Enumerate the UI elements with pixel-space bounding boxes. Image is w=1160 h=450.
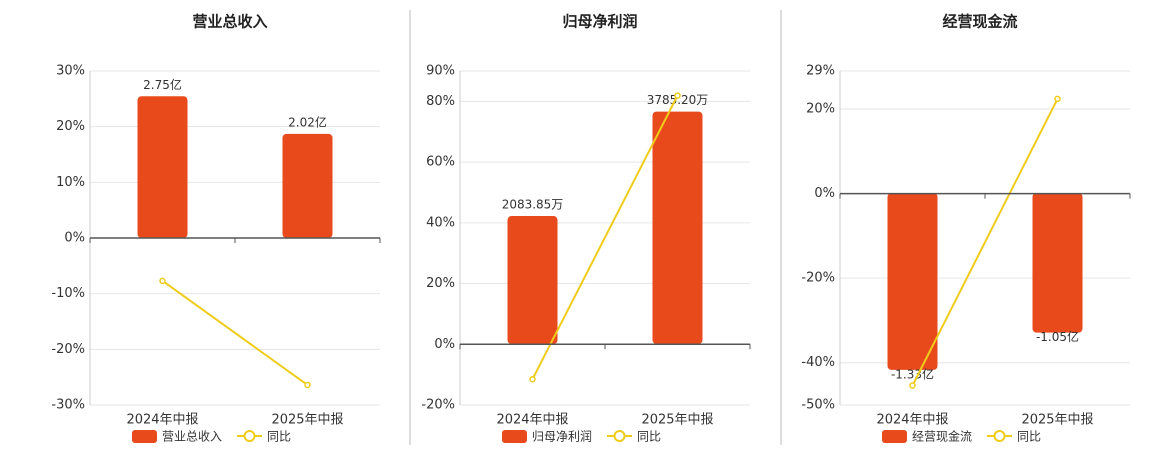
value-label: -1.33亿 (891, 366, 934, 381)
y-tick-label: 20% (806, 102, 835, 117)
y-tick-label: 30% (56, 64, 85, 79)
line-point (674, 92, 681, 99)
value-label: 3785.20万 (647, 93, 709, 107)
chart-title: 经营现金流 (942, 13, 1017, 31)
y-tick-label: 60% (426, 155, 455, 170)
bar (887, 192, 938, 370)
legend-swatch (882, 430, 907, 443)
chart-title: 归母净利润 (562, 13, 637, 31)
x-tick-label: 2025年中报 (641, 413, 713, 428)
x-tick-label: 2024年中报 (126, 413, 198, 428)
value-label: 2083.85万 (502, 198, 564, 212)
bar (1032, 192, 1083, 333)
line-point (529, 375, 536, 383)
bar (652, 111, 703, 345)
y-tick-label: -30% (51, 398, 85, 413)
line (161, 280, 309, 386)
bar (282, 133, 333, 238)
legend-swatch (132, 430, 157, 443)
x-tick-label: 2025年中报 (1021, 413, 1093, 428)
y-tick-label: -50% (801, 398, 835, 413)
y-tick-label: 80% (426, 94, 455, 109)
legend-label: 同比 (267, 430, 291, 444)
y-tick-label: -10% (51, 286, 85, 301)
legend-swatch (993, 430, 1006, 442)
y-tick-label: 90% (426, 64, 455, 79)
y-tick-label: -20% (421, 398, 455, 413)
legend-label: 归母净利润 (532, 430, 592, 444)
legend-swatch (613, 430, 626, 442)
y-tick-label: 40% (426, 215, 455, 230)
y-tick-label: -40% (801, 355, 835, 370)
chart-title: 营业总收入 (192, 13, 267, 31)
line-point (909, 382, 916, 389)
x-tick-label: 2024年中报 (496, 413, 568, 428)
bar (507, 216, 558, 345)
line (911, 98, 1059, 387)
value-label: 2.02亿 (288, 114, 327, 129)
x-tick-label: 2024年中报 (876, 413, 948, 428)
y-tick-label: 20% (426, 276, 455, 291)
y-tick-label: 20% (56, 119, 85, 134)
line-point (159, 277, 166, 285)
legend-label: 营业总收入 (162, 430, 222, 444)
legend-swatch (502, 430, 527, 443)
value-label: 2.75亿 (143, 77, 182, 92)
y-tick-label: 10% (56, 175, 85, 190)
legend-label: 经营现金流 (912, 429, 972, 444)
legend-label: 同比 (637, 430, 661, 444)
x-tick-label: 2025年中报 (271, 413, 343, 428)
line (531, 95, 679, 380)
bar (137, 96, 188, 239)
y-tick-label: 0% (814, 186, 835, 201)
value-label: -1.05亿 (1036, 329, 1079, 344)
y-tick-label: 0% (64, 231, 85, 246)
line-point (304, 381, 311, 389)
y-tick-label: 29% (806, 64, 835, 79)
legend-label: 同比 (1017, 430, 1041, 444)
y-tick-label: -20% (51, 342, 85, 357)
y-tick-label: -20% (801, 271, 835, 286)
y-tick-label: 0% (434, 337, 455, 352)
line-point (1054, 95, 1061, 103)
legend-swatch (243, 430, 256, 442)
